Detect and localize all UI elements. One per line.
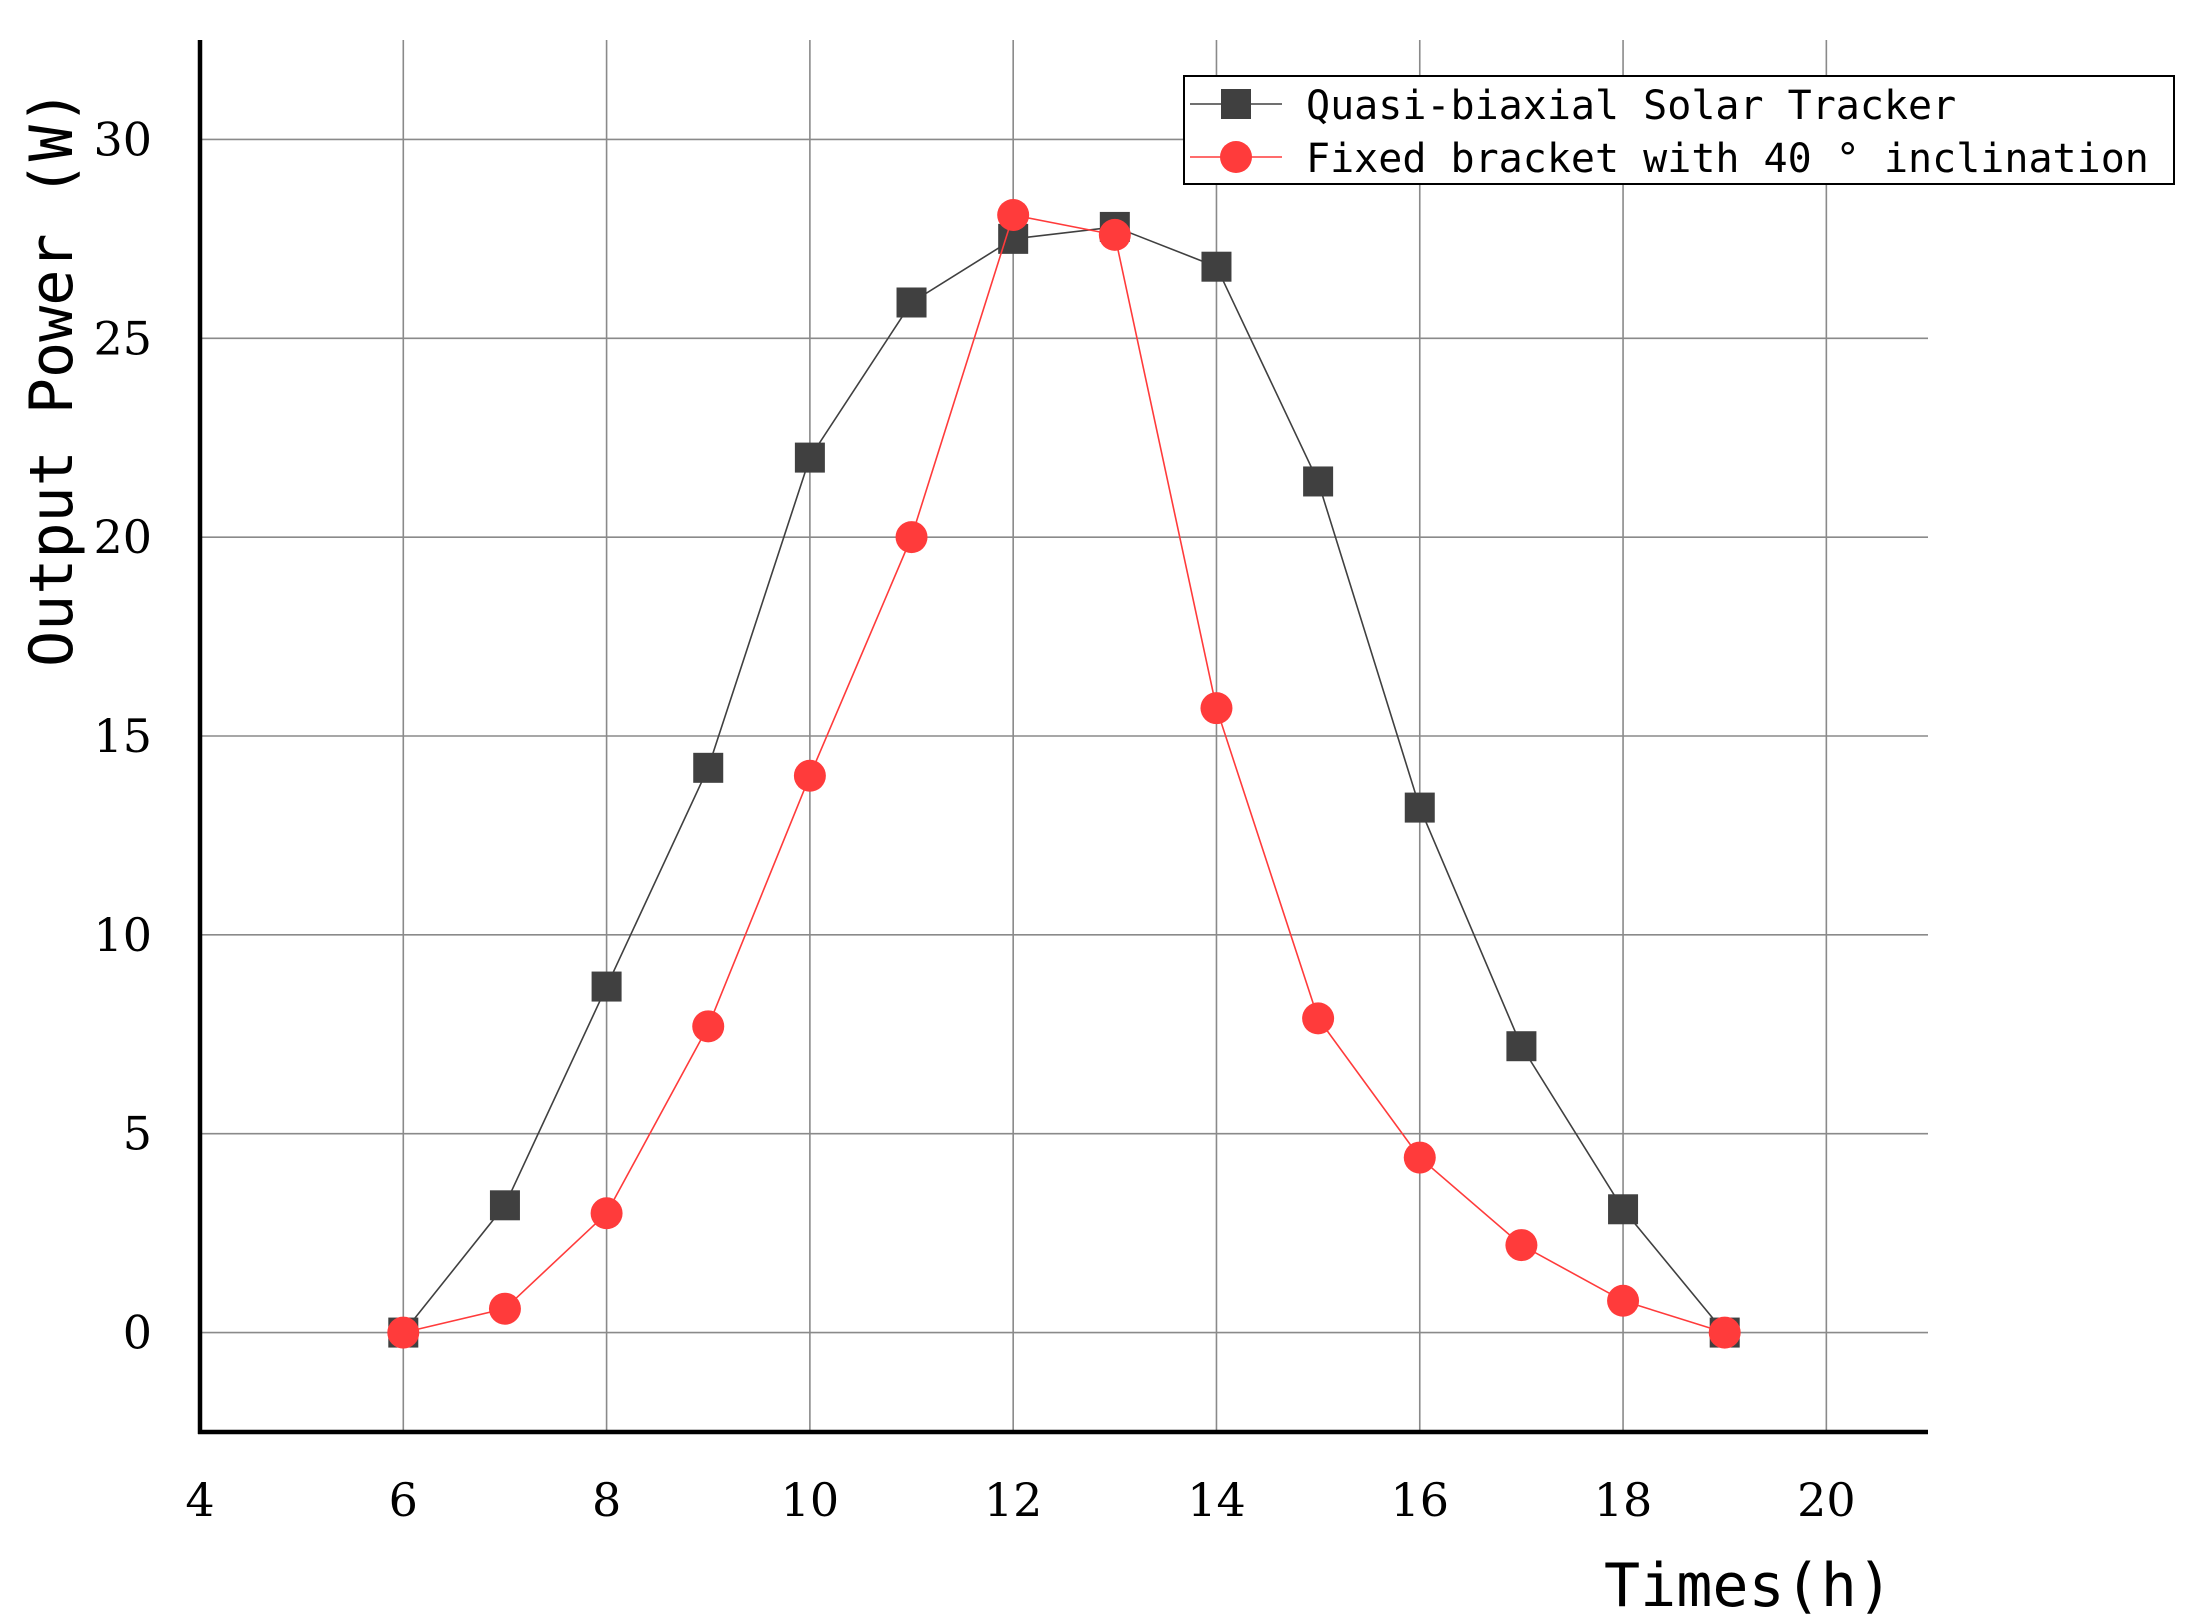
data-point [1506,1031,1537,1062]
x-tick-label: 20 [1797,1473,1856,1527]
data-point [1708,1316,1741,1349]
y-axis-title: Output Power (W) [17,89,87,667]
legend-label-tracker: Quasi-biaxial Solar Tracker [1306,83,1956,129]
legend: Quasi-biaxial Solar Tracker Fixed bracke… [1183,75,2175,185]
y-tick-label: 20 [93,510,152,564]
data-point [1608,1194,1639,1225]
data-point [488,1292,521,1325]
data-point [794,442,825,473]
legend-marker-fixed [1220,141,1252,173]
y-tick-label: 10 [93,908,152,962]
x-tick-label: 10 [781,1473,840,1527]
y-tick-label: 0 [123,1306,152,1360]
series-line [402,226,1726,1334]
data-point [1098,218,1131,251]
data-point [1200,692,1233,725]
series-group [387,198,1741,1349]
data-point [997,198,1030,231]
series-0 [388,211,1740,1348]
x-tick-label: 4 [185,1473,214,1527]
y-tick-label: 15 [93,709,152,763]
y-tick-label: 25 [93,311,152,365]
legend-entry-tracker: Quasi-biaxial Solar Tracker [1190,83,1956,129]
series-1 [387,198,1741,1349]
data-point [896,287,927,318]
legend-box [1183,75,2175,185]
y-tick-labels: 0 5 10 15 20 25 30 [93,112,152,1359]
x-tick-label: 8 [592,1473,621,1527]
y-tick-label: 30 [93,112,152,166]
data-point [1505,1229,1538,1262]
data-point [1201,251,1232,282]
data-point [387,1316,420,1349]
data-point [1403,1141,1436,1174]
legend-label-fixed: Fixed bracket with 40 ° inclination [1306,136,2149,182]
x-tick-label: 16 [1390,1473,1449,1527]
data-point [1607,1284,1640,1317]
data-point [591,971,622,1002]
data-point [895,521,928,554]
data-point [1303,466,1334,497]
x-tick-label: 6 [389,1473,418,1527]
x-tick-labels: 4 6 8 10 12 14 16 18 20 [185,1473,1855,1527]
data-point [489,1190,520,1221]
x-tick-label: 12 [984,1473,1043,1527]
legend-marker-tracker [1221,89,1251,119]
x-axis-title: Times(h) [1604,1551,1893,1620]
y-tick-label: 5 [123,1107,152,1161]
data-point [1404,792,1435,823]
data-point [793,759,826,792]
x-tick-label: 18 [1594,1473,1653,1527]
data-point [590,1197,623,1230]
x-tick-label: 14 [1187,1473,1246,1527]
data-point [692,1010,725,1043]
legend-entry-fixed: Fixed bracket with 40 ° inclination [1190,136,2149,182]
series-line [403,214,1725,1334]
data-point [1302,1002,1335,1035]
data-point [693,752,724,783]
grid-lines [200,40,1928,1432]
axes [197,40,1928,1435]
